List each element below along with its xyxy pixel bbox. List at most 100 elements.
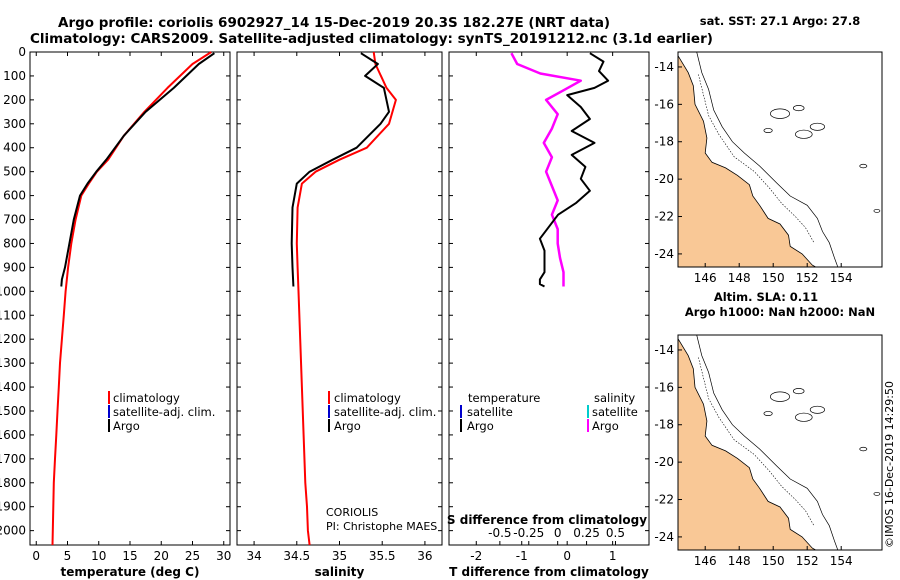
plot-frame xyxy=(236,51,443,546)
x-tick-label: -2 xyxy=(470,549,482,563)
island xyxy=(792,388,805,395)
y-tick-label: 1400 xyxy=(0,380,26,394)
legend-label-t-satellite: satellite xyxy=(467,405,513,419)
x-tick-label: 150 xyxy=(762,554,785,568)
argo-temperature-line xyxy=(60,52,215,287)
legend-heading-salinity: salinity xyxy=(594,391,635,405)
secondary-x-tick-label: 0.25 xyxy=(573,526,600,540)
map-title: Argo h1000: NaN h2000: NaN xyxy=(685,305,875,319)
imos-stamp: ©IMOS 16-Dec-2019 14:29:50 xyxy=(883,381,896,548)
y-tick-label: -20 xyxy=(654,172,674,186)
island xyxy=(873,209,881,213)
x-tick-label: 5 xyxy=(64,549,72,563)
x-axis-label: salinity xyxy=(315,565,365,579)
argo-salinity-line xyxy=(290,52,390,287)
x-tick-label: 15 xyxy=(122,549,137,563)
legend-label-argo: Argo xyxy=(334,419,361,433)
difference-legend: temperature satellite Argo salinity sate… xyxy=(460,391,638,433)
secondary-x-tick-label: 0.5 xyxy=(606,526,625,540)
argo-temperature-difference-line xyxy=(538,52,610,288)
x-tick-label: 152 xyxy=(796,554,819,568)
y-tick-label: 1300 xyxy=(0,356,26,370)
x-tick-label: 154 xyxy=(830,271,853,285)
salinity-panel: 34 34.5 35 35.5 36 salinity xyxy=(236,51,443,579)
y-tick-label: -24 xyxy=(654,530,674,544)
x-tick-label: 34 xyxy=(246,549,261,563)
x-tick-label: 20 xyxy=(154,549,169,563)
island xyxy=(770,108,790,119)
y-tick-label: -18 xyxy=(654,135,674,149)
y-tick-label: 800 xyxy=(3,236,26,250)
figure-title-line2: Climatology: CARS2009. Satellite-adjuste… xyxy=(30,31,713,47)
depth-contour xyxy=(696,334,839,551)
legend-heading-temperature: temperature xyxy=(468,391,540,405)
argo-salinity-difference-line xyxy=(510,52,583,287)
island xyxy=(763,128,773,133)
figure-title-line1: Argo profile: coriolis 6902927_14 15-Dec… xyxy=(58,15,610,31)
island xyxy=(859,446,868,452)
y-tick-label: 700 xyxy=(3,213,26,227)
x-tick-label: 150 xyxy=(762,271,785,285)
y-tick-label: 1800 xyxy=(0,476,26,490)
y-tick-label: -20 xyxy=(654,455,674,469)
x-tick-label: 34.5 xyxy=(283,549,310,563)
y-tick-label: 1000 xyxy=(0,284,26,298)
y-tick-label: 1500 xyxy=(0,404,26,418)
y-tick-label: 0 xyxy=(18,45,26,59)
x-tick-label: 25 xyxy=(185,549,200,563)
difference-panel: -2 -1 0 1 T difference from climatology -0.5-… xyxy=(447,51,650,579)
y-tick-label: 900 xyxy=(3,260,26,274)
land-mass xyxy=(677,54,818,268)
secondary-x-axis-label: S difference from climatology xyxy=(447,513,647,527)
legend-label-s-satellite: satellite xyxy=(592,405,638,419)
x-axis-label: temperature (deg C) xyxy=(61,565,200,579)
temperature-legend: climatology satellite-adj. clim. Argo xyxy=(108,391,215,433)
legend-label-satellite: satellite-adj. clim. xyxy=(113,405,215,419)
x-tick-label: 146 xyxy=(694,554,717,568)
x-tick-label: 35 xyxy=(332,549,347,563)
y-tick-label: 400 xyxy=(3,141,26,155)
map-frame xyxy=(677,51,883,268)
y-tick-label: -18 xyxy=(654,418,674,432)
land-mass xyxy=(677,337,818,551)
x-tick-label: 154 xyxy=(830,554,853,568)
secondary-x-tick-label: -0.5 xyxy=(488,526,511,540)
y-tick-label: -22 xyxy=(654,210,674,224)
island xyxy=(859,163,868,169)
island xyxy=(770,391,790,402)
island xyxy=(792,105,805,112)
x-tick-label: 30 xyxy=(216,549,231,563)
y-tick-label: 2000 xyxy=(0,524,26,538)
plot-frame xyxy=(29,51,231,546)
y-tick-label: 1600 xyxy=(0,428,26,442)
map-frame xyxy=(677,334,883,551)
x-tick-label: 152 xyxy=(796,271,819,285)
y-tick-label: -22 xyxy=(654,493,674,507)
map-title: Altim. SLA: 0.11 xyxy=(714,290,818,304)
x-tick-label: -1 xyxy=(516,549,528,563)
x-tick-label: 35.5 xyxy=(369,549,396,563)
sst-map-panel: 146 148 150 152 154 -14 -16 -18 -20 -22 -24 sat. SS… xyxy=(654,14,883,285)
y-tick-label: -14 xyxy=(654,60,674,74)
y-tick-label: 200 xyxy=(3,93,26,107)
y-tick-label: 1900 xyxy=(0,500,26,514)
x-tick-label: 148 xyxy=(728,554,751,568)
y-tick-label: 1100 xyxy=(0,308,26,322)
y-tick-label: -14 xyxy=(654,343,674,357)
y-tick-label: 600 xyxy=(3,189,26,203)
secondary-x-tick-label: 0 xyxy=(554,526,562,540)
sla-map-panel: 146 148 150 152 154 -14 -16 -18 -20 -22 -24 Altim. … xyxy=(654,290,883,568)
temperature-panel: 0100200300400500600700800900100011001200… xyxy=(0,45,231,579)
x-tick-label: 1 xyxy=(609,549,617,563)
island xyxy=(795,412,813,422)
y-tick-label: 500 xyxy=(3,165,26,179)
x-tick-label: 0 xyxy=(563,549,571,563)
depth-contour xyxy=(696,51,839,268)
x-tick-label: 146 xyxy=(694,271,717,285)
y-tick-label: 300 xyxy=(3,117,26,131)
y-tick-label: -24 xyxy=(654,247,674,261)
secondary-x-tick-label: -0.25 xyxy=(513,526,544,540)
legend-label-s-argo: Argo xyxy=(592,419,619,433)
legend-label-climatology: climatology xyxy=(113,391,180,405)
